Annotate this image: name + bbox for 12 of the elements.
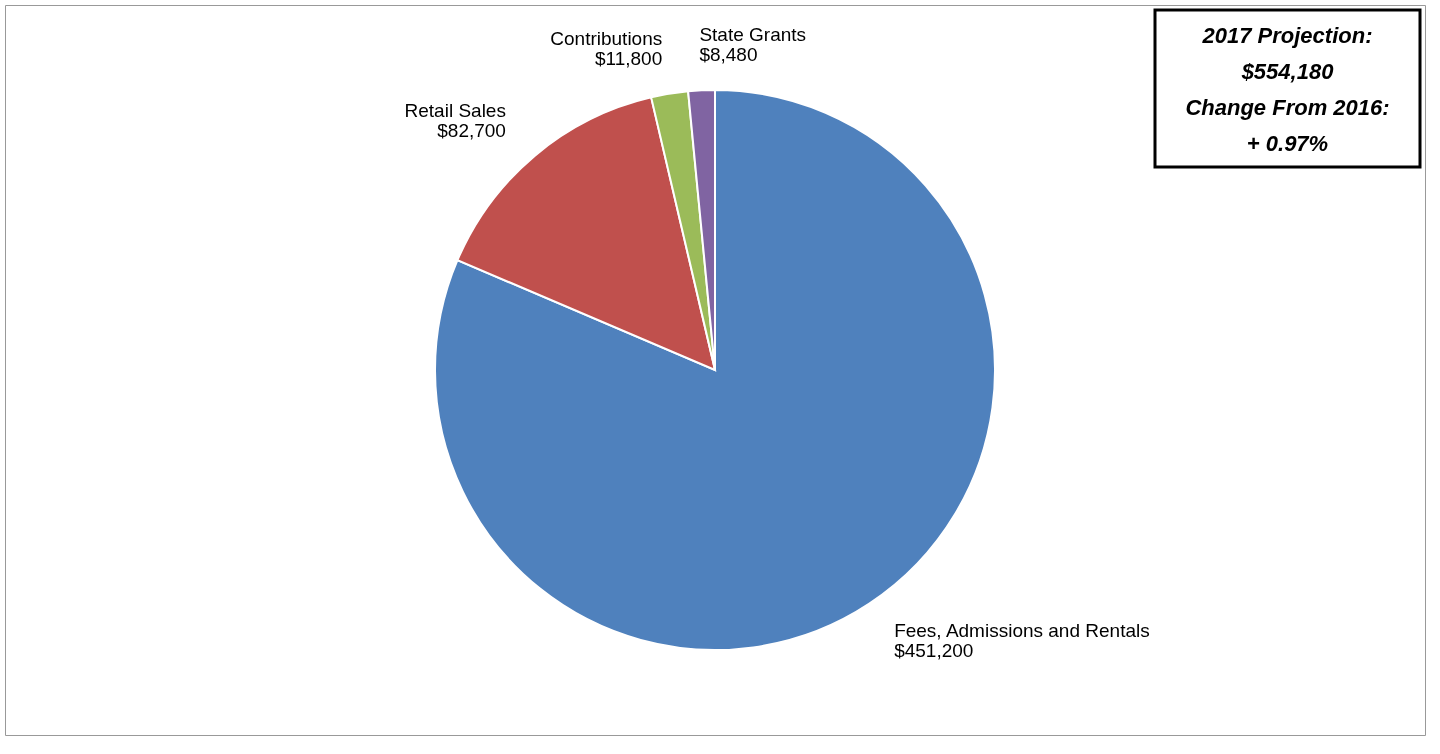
slice-label: Contributions [550, 28, 663, 50]
data-label: $451,200 [894, 640, 974, 662]
data-label: $8,480 [699, 44, 758, 66]
text: 2017 Projection: [1201, 23, 1373, 48]
slice-label: Fees, Admissions and Rentals [894, 620, 1150, 642]
text: $554,180 [1240, 59, 1335, 84]
slice-label: State Grants [699, 24, 807, 46]
text: + 0.97% [1246, 131, 1329, 156]
slice-label: Retail Sales [404, 100, 506, 122]
text: Change From 2016: [1185, 95, 1390, 120]
data-label: $82,700 [437, 120, 506, 142]
data-label: $11,800 [594, 48, 663, 70]
